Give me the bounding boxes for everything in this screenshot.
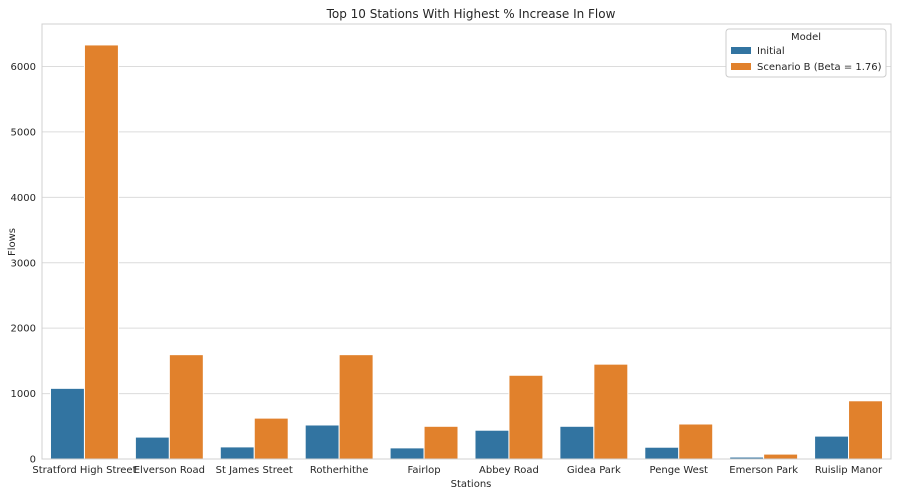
- bar-scenario-b: [508, 374, 544, 460]
- bar-initial: [219, 446, 255, 460]
- y-tick-label: 2000: [11, 324, 36, 335]
- x-tick-label: Rotherhithe: [310, 465, 369, 476]
- x-tick-label: Fairlop: [407, 465, 440, 476]
- bar-initial: [389, 447, 425, 460]
- y-tick-labels: 0 1000 2000 3000 4000 5000 6000: [11, 62, 36, 465]
- y-tick-label: 6000: [11, 62, 36, 73]
- x-tick-label: Ruislip Manor: [815, 465, 883, 476]
- bar-initial: [814, 435, 850, 460]
- legend-box: [725, 28, 887, 78]
- y-tick-label: 5000: [11, 127, 36, 138]
- x-tick-label: St James Street: [216, 465, 293, 476]
- bar-scenario-b: [83, 44, 119, 460]
- y-axis-label: Flows: [7, 228, 18, 256]
- bar-initial: [304, 424, 340, 460]
- x-tick-label: Emerson Park: [729, 465, 798, 476]
- bar-scenario-b: [423, 425, 459, 460]
- y-tick-label: 4000: [11, 193, 36, 204]
- bar-initial: [49, 387, 85, 460]
- x-tick-label: Elverson Road: [134, 465, 205, 476]
- y-tick-label: 3000: [11, 258, 36, 269]
- bar-scenario-b: [763, 453, 799, 460]
- y-tick-label: 1000: [11, 389, 36, 400]
- chart-title: Top 10 Stations With Highest % Increase …: [326, 7, 616, 21]
- bar-scenario-b: [338, 354, 374, 460]
- x-tick-label: Penge West: [650, 465, 709, 476]
- bar-initial: [559, 425, 595, 460]
- x-axis-label: Stations: [451, 479, 492, 490]
- bar-scenario-b: [678, 423, 714, 460]
- legend-swatch-initial: [731, 47, 751, 54]
- bar-initial: [474, 429, 510, 460]
- legend: Model Initial Scenario B (Beta = 1.76): [725, 28, 887, 78]
- legend-label-initial: Initial: [757, 46, 785, 57]
- bar-initial: [134, 436, 170, 460]
- bars: [49, 44, 884, 460]
- x-tick-label: Abbey Road: [479, 465, 539, 476]
- bar-scenario-b: [848, 400, 884, 460]
- legend-swatch-scenario-b: [731, 63, 751, 70]
- bar-scenario-b: [593, 363, 629, 460]
- x-tick-label: Gidea Park: [567, 465, 621, 476]
- legend-label-scenario-b: Scenario B (Beta = 1.76): [757, 62, 882, 73]
- bar-initial: [644, 446, 680, 460]
- x-tick-label: Stratford High Street: [32, 465, 136, 476]
- y-tick-label: 0: [30, 455, 36, 466]
- legend-title: Model: [791, 32, 821, 43]
- bar-scenario-b: [168, 354, 204, 460]
- plot-frame: [41, 23, 892, 460]
- bar-scenario-b: [253, 417, 289, 460]
